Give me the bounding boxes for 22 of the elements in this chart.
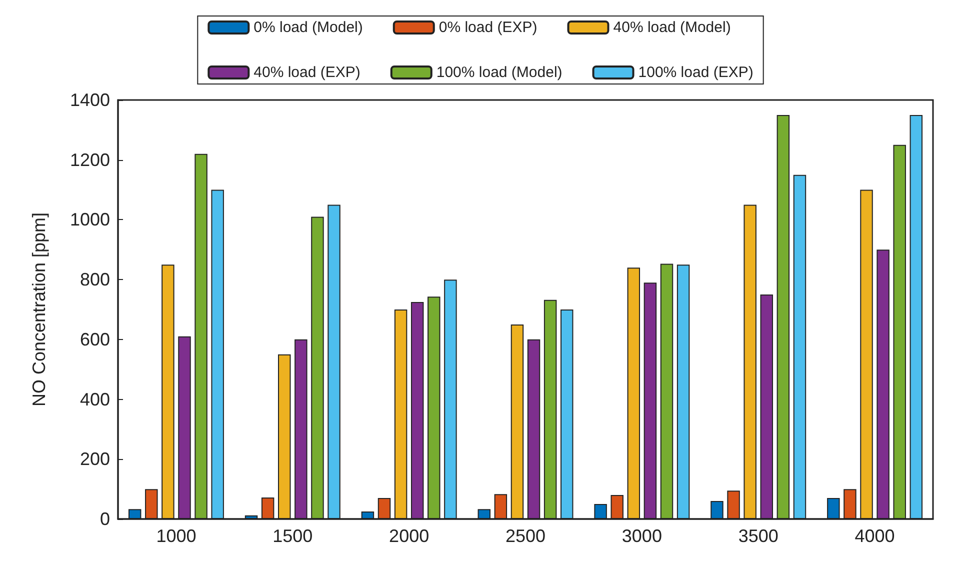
x-tick-label: 2500 [505, 526, 546, 546]
legend-label: 40% load (Model) [613, 19, 731, 36]
x-tick-label: 2000 [389, 526, 430, 546]
legend-label: 100% load (EXP) [638, 64, 754, 81]
y-tick-label: 400 [80, 389, 110, 410]
legend-label: 40% load (EXP) [254, 64, 360, 81]
y-tick-label: 0 [100, 509, 110, 529]
y-tick-label: 1200 [70, 150, 110, 170]
x-tick-label: 1500 [272, 526, 313, 546]
legend-label: 100% load (Model) [436, 64, 562, 81]
y-tick-label: 1000 [70, 210, 110, 230]
y-axis-title: NO Concentration [ppm] [29, 212, 49, 407]
x-tick-label: 3500 [738, 526, 778, 546]
x-tick-label: 1000 [156, 526, 196, 546]
x-tick-label: 4000 [854, 526, 895, 546]
y-tick-label: 200 [80, 449, 110, 470]
legend-label: 0% load (Model) [254, 19, 363, 36]
y-tick-label: 600 [80, 329, 110, 350]
y-tick-label: 1400 [70, 90, 110, 110]
legend-label: 0% load (EXP) [438, 19, 538, 36]
y-tick-label: 800 [80, 270, 110, 290]
x-tick-label: 3000 [622, 526, 662, 546]
